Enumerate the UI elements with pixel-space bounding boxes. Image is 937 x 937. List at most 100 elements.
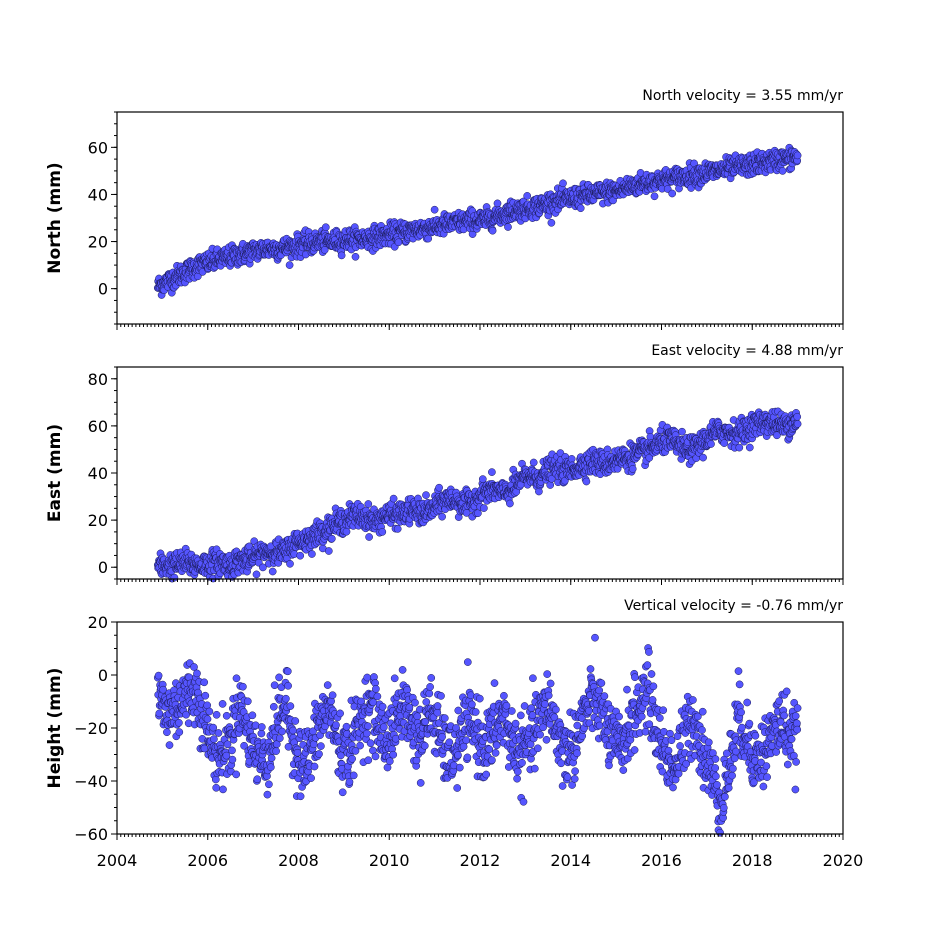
data-point bbox=[558, 782, 567, 790]
data-point bbox=[416, 779, 425, 787]
data-point bbox=[506, 499, 514, 508]
data-point bbox=[200, 678, 209, 687]
data-point bbox=[471, 708, 480, 716]
data-point bbox=[310, 762, 319, 771]
data-point bbox=[678, 427, 686, 436]
y-tick-label: 40 bbox=[88, 185, 108, 204]
data-point bbox=[285, 261, 294, 269]
data-point bbox=[453, 784, 462, 792]
data-point bbox=[492, 741, 501, 750]
data-point bbox=[286, 559, 294, 568]
data-point bbox=[793, 412, 802, 421]
data-point bbox=[500, 691, 508, 700]
data-point bbox=[513, 767, 522, 776]
data-point bbox=[222, 711, 231, 720]
y-tick-label: 60 bbox=[88, 138, 108, 157]
data-point bbox=[308, 550, 316, 558]
data-point bbox=[243, 697, 252, 706]
data-point bbox=[480, 504, 488, 512]
data-point bbox=[336, 751, 345, 760]
data-point bbox=[533, 744, 542, 753]
data-point bbox=[239, 682, 247, 691]
data-point bbox=[379, 723, 388, 731]
data-point bbox=[291, 717, 300, 725]
data-point bbox=[454, 751, 462, 759]
data-point bbox=[252, 570, 261, 579]
data-point bbox=[536, 730, 544, 739]
data-point bbox=[336, 709, 344, 718]
data-point bbox=[212, 783, 221, 792]
data-point bbox=[321, 223, 330, 232]
data-point bbox=[546, 679, 555, 688]
data-point bbox=[488, 468, 496, 476]
data-point bbox=[190, 663, 198, 671]
data-point bbox=[269, 702, 278, 711]
data-point bbox=[433, 708, 442, 717]
data-point bbox=[193, 669, 201, 678]
data-point bbox=[435, 483, 443, 492]
data-point bbox=[488, 756, 496, 764]
data-point bbox=[504, 223, 512, 231]
data-point bbox=[403, 686, 411, 694]
data-point bbox=[275, 673, 283, 682]
y-tick-label: 0 bbox=[98, 558, 108, 577]
data-point bbox=[175, 718, 183, 727]
data-point bbox=[529, 458, 538, 467]
data-point bbox=[232, 674, 241, 683]
data-point bbox=[275, 734, 284, 743]
data-point bbox=[571, 767, 579, 776]
data-point bbox=[520, 702, 529, 710]
data-point bbox=[530, 764, 539, 773]
data-point bbox=[363, 673, 372, 682]
data-point bbox=[327, 534, 336, 543]
data-point bbox=[175, 728, 184, 736]
data-point bbox=[328, 691, 337, 700]
data-point bbox=[337, 251, 346, 260]
data-point bbox=[462, 736, 471, 745]
data-point bbox=[378, 702, 387, 711]
data-point bbox=[378, 528, 387, 536]
data-point bbox=[214, 729, 223, 737]
data-point bbox=[342, 722, 351, 731]
data-point bbox=[570, 775, 579, 783]
data-point bbox=[393, 525, 402, 533]
data-point bbox=[493, 199, 502, 208]
data-point bbox=[324, 547, 333, 555]
data-point bbox=[270, 681, 279, 690]
data-points bbox=[153, 143, 802, 299]
y-tick-label: 60 bbox=[88, 417, 108, 436]
data-point bbox=[459, 742, 468, 751]
data-point bbox=[490, 679, 499, 687]
data-point bbox=[155, 709, 164, 718]
data-point bbox=[422, 491, 430, 499]
data-point bbox=[628, 465, 637, 473]
data-point bbox=[201, 691, 210, 700]
y-axis-label: North (mm) bbox=[45, 162, 65, 273]
y-tick-label: 20 bbox=[88, 233, 108, 252]
data-point bbox=[282, 694, 290, 703]
data-point bbox=[463, 658, 472, 666]
data-point bbox=[362, 729, 371, 738]
data-point bbox=[516, 711, 525, 720]
data-point bbox=[793, 151, 802, 160]
data-point bbox=[371, 752, 380, 761]
data-point bbox=[519, 797, 528, 806]
data-point bbox=[529, 674, 537, 683]
data-point bbox=[576, 204, 585, 213]
data-point bbox=[317, 742, 325, 750]
y-tick-label: 0 bbox=[98, 280, 108, 299]
data-point bbox=[474, 509, 482, 518]
data-point bbox=[205, 707, 214, 716]
data-point bbox=[232, 770, 241, 779]
data-point bbox=[488, 226, 497, 235]
data-point bbox=[567, 455, 576, 463]
data-point bbox=[364, 722, 372, 731]
data-point bbox=[349, 771, 358, 780]
data-point bbox=[266, 763, 275, 772]
data-point bbox=[389, 494, 398, 503]
data-point bbox=[272, 747, 280, 755]
data-point bbox=[307, 774, 315, 782]
data-point bbox=[491, 749, 500, 757]
data-point bbox=[278, 727, 286, 736]
